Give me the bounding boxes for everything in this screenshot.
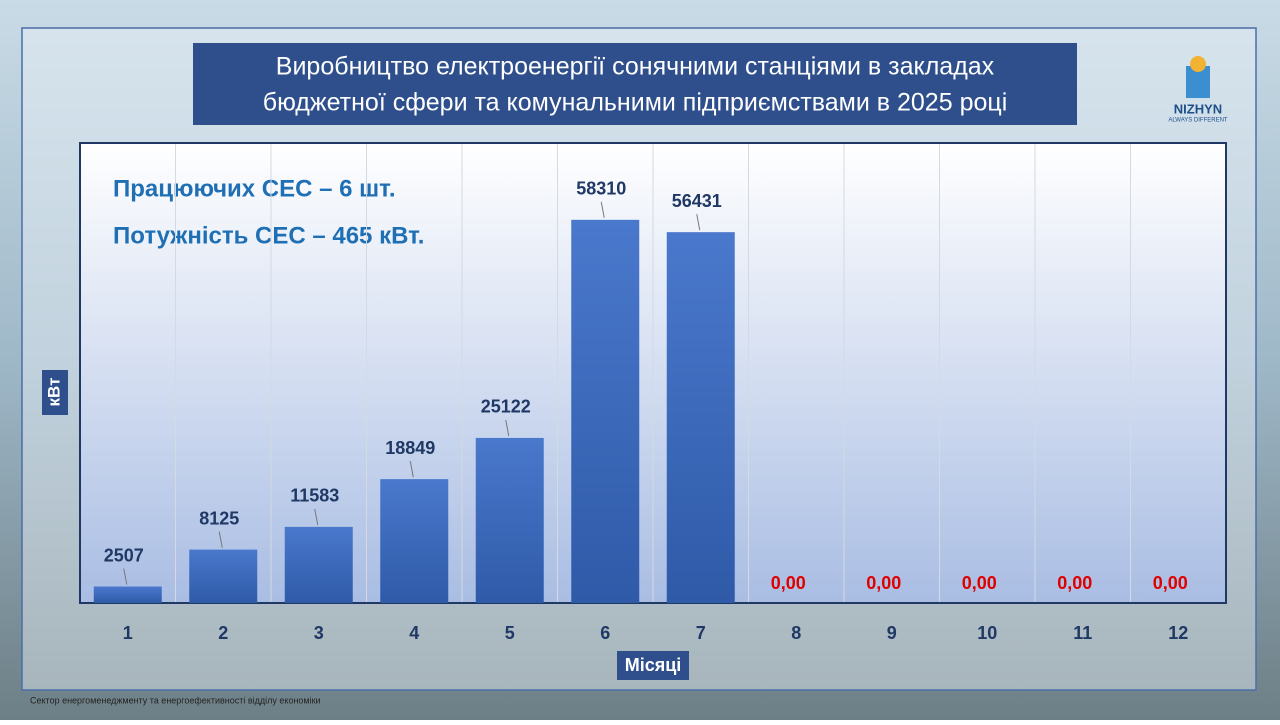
data-label: 2507 <box>104 545 144 565</box>
x-tick-label: 4 <box>409 623 419 643</box>
bar <box>475 437 544 603</box>
bar <box>93 586 162 603</box>
logo-icon <box>1190 56 1206 72</box>
annotation: Потужність СЕС – 465 кВт. <box>113 222 424 249</box>
data-label: 18849 <box>385 438 435 458</box>
label-leader <box>123 568 128 585</box>
x-tick-label: 2 <box>218 623 228 643</box>
logo-name: NIZHYN <box>1174 101 1222 116</box>
x-tick-label: 11 <box>1073 623 1092 643</box>
bar <box>284 526 353 603</box>
annotation: Працюючих СЕС – 6 шт. <box>113 175 395 202</box>
y-label-box <box>42 370 68 415</box>
label-leader <box>696 214 701 231</box>
chart-title: бюджетної сфери та комунальними підприєм… <box>263 89 1008 117</box>
chart-title: Виробництво електроенергії сонячними ста… <box>276 53 995 81</box>
x-tick-label: 8 <box>791 623 801 643</box>
data-label: 56431 <box>672 191 722 211</box>
label-leader <box>409 461 414 478</box>
bar <box>571 219 640 603</box>
logo: NIZHYN ALWAYS DIFFERENT <box>1168 56 1228 124</box>
x-tick-label: 10 <box>977 623 997 643</box>
data-label: 0,00 <box>1057 573 1092 593</box>
y-axis-label: кВт <box>44 378 63 407</box>
x-tick-label: 3 <box>314 623 324 643</box>
data-label: 0,00 <box>1153 573 1188 593</box>
x-tick-label: 12 <box>1168 623 1188 643</box>
data-label: 0,00 <box>771 573 806 593</box>
data-label: 25122 <box>481 397 531 417</box>
data-label: 11583 <box>290 486 339 506</box>
bar <box>380 479 449 603</box>
data-label: 0,00 <box>866 573 901 593</box>
x-tick-label: 7 <box>696 623 706 643</box>
title-box <box>193 43 1077 125</box>
footer: Сектор енергоменеджменту та енергоефекти… <box>30 695 321 705</box>
x-label-box <box>617 651 689 680</box>
data-label: 0,00 <box>962 573 997 593</box>
label-leader <box>505 419 510 437</box>
label-leader <box>218 531 223 548</box>
x-axis-label: Місяці <box>625 655 682 675</box>
x-tick-label: 6 <box>600 623 610 643</box>
data-label: 58310 <box>576 179 626 199</box>
logo-slogan: ALWAYS DIFFERENT <box>1168 118 1228 124</box>
label-leader <box>600 201 605 218</box>
label-leader <box>314 508 319 525</box>
bar <box>666 232 735 603</box>
data-label: 8125 <box>199 508 239 528</box>
x-tick-label: 9 <box>887 623 897 643</box>
x-tick-label: 5 <box>505 623 515 643</box>
x-tick-label: 1 <box>123 623 133 643</box>
bar <box>189 549 258 603</box>
